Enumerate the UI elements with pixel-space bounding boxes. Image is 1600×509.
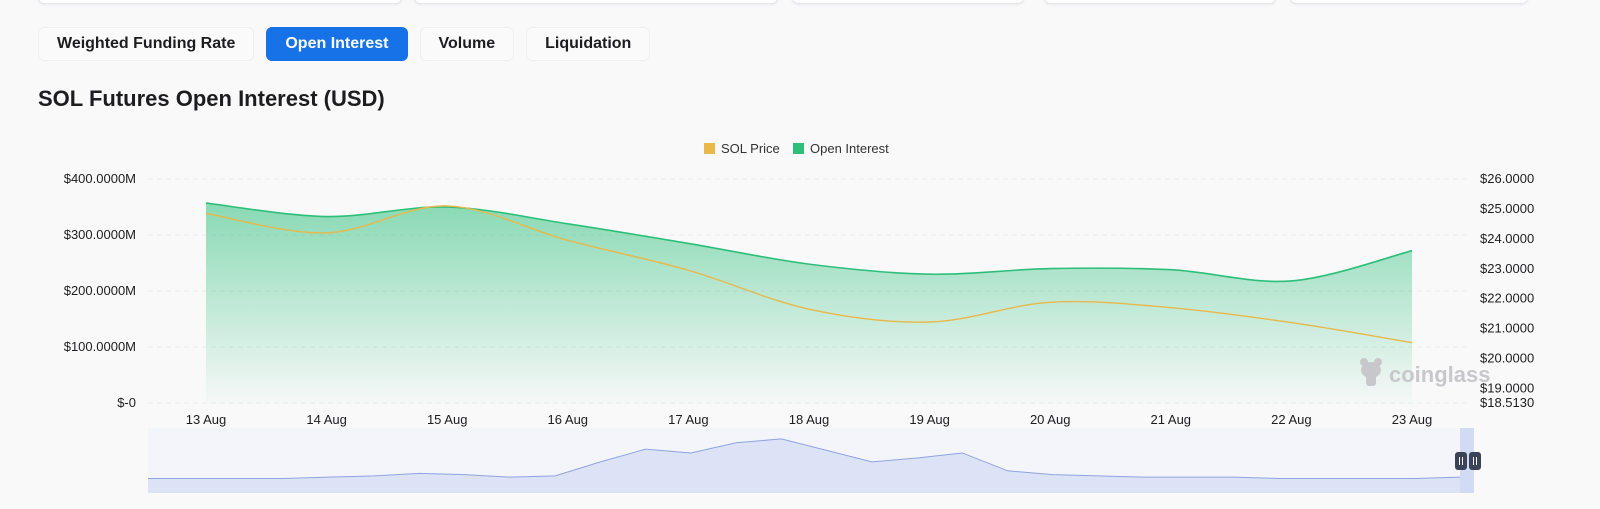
navigator-line [148, 438, 1461, 479]
sol-price-line [205, 205, 1413, 344]
y-right-tick-label: $18.5130 [1480, 395, 1534, 410]
x-axis: 13 Aug 14 Aug 15 Aug 16 Aug 17 Aug 18 Aug 19 A… [186, 412, 1433, 427]
handle-body[interactable] [1455, 452, 1467, 470]
x-tick-label: 13 Aug [186, 412, 227, 427]
chart-legend: SOL Price Open Interest [704, 141, 889, 156]
legend-open-interest[interactable]: Open Interest [810, 141, 889, 156]
chart-type-tabs: Weighted Funding Rate Open Interest Volu… [38, 27, 651, 61]
tab-open-interest[interactable]: Open Interest [266, 27, 408, 61]
open-interest-area [206, 203, 1412, 403]
handle-body[interactable] [1469, 452, 1481, 470]
navigator-handle-left[interactable] [1455, 452, 1467, 470]
navigator-handle-right[interactable] [1469, 452, 1481, 470]
range-navigator[interactable] [148, 428, 1481, 493]
y-axis-left: $400.0000M $300.0000M $200.0000M $100.0000M… [64, 171, 136, 410]
y-left-tick-label: $-0 [117, 395, 136, 410]
legend-swatch-open-interest [793, 143, 804, 154]
y-right-tick-label: $21.0000 [1480, 321, 1534, 336]
x-tick-label: 14 Aug [306, 412, 347, 427]
tab-weighted-funding-rate[interactable]: Weighted Funding Rate [38, 27, 255, 61]
y-right-tick-label: $26.0000 [1480, 171, 1534, 186]
legend-swatch-sol-price [704, 143, 715, 154]
x-tick-label: 22 Aug [1271, 412, 1312, 427]
y-left-tick-label: $400.0000M [64, 171, 136, 186]
open-interest-line [205, 202, 1413, 283]
x-tick-label: 21 Aug [1151, 412, 1192, 427]
y-left-tick-label: $100.0000M [64, 339, 136, 354]
watermark-text: coinglass [1389, 362, 1490, 387]
y-right-tick-label: $23.0000 [1480, 261, 1534, 276]
x-tick-label: 20 Aug [1030, 412, 1071, 427]
x-tick-label: 19 Aug [909, 412, 950, 427]
x-tick-label: 23 Aug [1392, 412, 1433, 427]
y-left-tick-label: $200.0000M [64, 283, 136, 298]
plot-area [205, 202, 1413, 403]
y-axis-right: $26.0000 $25.0000 $24.0000 $23.0000 $22.0000… [1480, 171, 1534, 410]
x-tick-label: 17 Aug [668, 412, 709, 427]
y-right-tick-label: $22.0000 [1480, 291, 1534, 306]
x-tick-label: 18 Aug [789, 412, 830, 427]
y-right-tick-label: $25.0000 [1480, 201, 1534, 216]
y-right-tick-label: $24.0000 [1480, 231, 1534, 246]
tab-volume[interactable]: Volume [419, 27, 515, 61]
y-right-tick-label: $20.0000 [1480, 351, 1534, 366]
y-left-tick-label: $300.0000M [64, 227, 136, 242]
y-right-tick-label: $19.0000 [1480, 380, 1534, 395]
x-tick-label: 16 Aug [548, 412, 589, 427]
chart-title: SOL Futures Open Interest (USD) [38, 86, 385, 111]
legend-sol-price[interactable]: SOL Price [721, 141, 780, 156]
x-tick-label: 15 Aug [427, 412, 468, 427]
coinglass-logo-icon [1360, 358, 1382, 386]
coinglass-watermark: coinglass [1360, 358, 1490, 387]
navigator-area [148, 438, 1460, 493]
tab-liquidation[interactable]: Liquidation [526, 27, 651, 61]
